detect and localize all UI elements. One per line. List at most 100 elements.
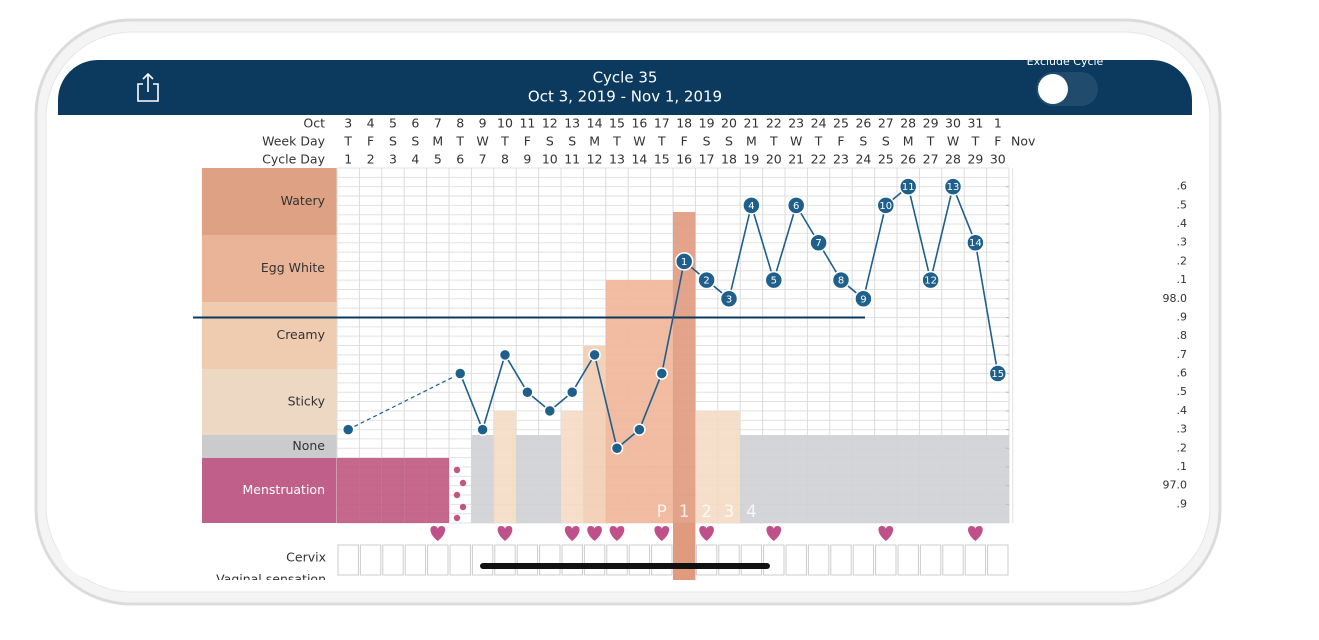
- date-label: 10: [497, 116, 513, 131]
- cervix-cell: [583, 544, 606, 576]
- point-label: 14: [969, 238, 982, 249]
- cervix-cell: [740, 544, 763, 576]
- cycle-day-label: 11: [564, 152, 580, 167]
- peak-label: P: [657, 502, 667, 522]
- cycle-day-label: 24: [855, 152, 871, 167]
- mucus-label: Menstruation: [243, 482, 325, 497]
- cervix-cell: [875, 544, 897, 576]
- mucus-label: Sticky: [288, 394, 326, 409]
- cervix-cell: [561, 544, 583, 576]
- mucus-band: [202, 458, 337, 523]
- cervix-cell: [539, 544, 561, 576]
- cycle-dates: Oct 3, 2019 - Nov 1, 2019: [528, 88, 722, 106]
- mucus-bar: [493, 411, 517, 523]
- date-label: 26: [855, 116, 871, 131]
- weekday-label: T: [926, 134, 935, 149]
- cycle-day-label: 9: [523, 152, 531, 167]
- y-tick-label: .6: [1177, 367, 1188, 380]
- temperature-point: [742, 196, 761, 215]
- cycle-day-label: 4: [411, 152, 419, 167]
- y-tick-label: .2: [1177, 441, 1188, 454]
- mucus-label: Watery: [281, 193, 326, 208]
- mucus-bar: [426, 458, 449, 523]
- date-label: 7: [434, 116, 442, 131]
- weekday-label: S: [725, 134, 733, 149]
- cycle-day-label: 5: [434, 152, 442, 167]
- intercourse-heart: [878, 526, 894, 541]
- cervix-cell: [695, 544, 718, 576]
- mucus-bar: [941, 435, 965, 523]
- temperature-point: [719, 289, 739, 309]
- point-label: 10: [879, 201, 892, 212]
- cycle-day-label: 2: [367, 152, 375, 167]
- cycle-day-label: 1: [344, 152, 352, 167]
- y-tick-label: .9: [1177, 497, 1188, 510]
- cycle-title: Cycle 35: [593, 69, 658, 87]
- weekday-label: T: [769, 134, 778, 149]
- intercourse-heart: [766, 526, 782, 541]
- intercourse-heart: [564, 526, 580, 541]
- intercourse-heart: [497, 526, 513, 541]
- toggle-knob: [1038, 74, 1068, 104]
- mucus-band: [202, 168, 337, 235]
- mucus-bar: [516, 435, 539, 523]
- mucus-bar: [785, 435, 808, 523]
- mucus-bar: [359, 458, 382, 523]
- cycle-day-label: 29: [967, 152, 983, 167]
- mucus-bar: [852, 435, 875, 523]
- date-label: 3: [344, 116, 352, 131]
- point-label: 5: [771, 276, 777, 287]
- point-label: 8: [838, 276, 844, 287]
- y-tick-label: .9: [1177, 310, 1188, 323]
- spotting-dot: [453, 491, 461, 499]
- temperature-point: [988, 364, 1008, 383]
- temperature-point: [764, 270, 784, 290]
- cervix-cell: [382, 544, 404, 576]
- weekday-label: S: [546, 134, 554, 149]
- point-label: 1: [681, 257, 687, 268]
- cycle-day-label: 21: [788, 152, 804, 167]
- weekday-label: M: [589, 134, 600, 149]
- cervix-cell: [852, 544, 875, 576]
- cervix-cell: [404, 544, 427, 576]
- temperature-point: [966, 233, 985, 252]
- share-button[interactable]: [137, 72, 159, 102]
- spotting-dot: [459, 503, 467, 511]
- date-label: 9: [479, 116, 487, 131]
- date-label: 21: [743, 116, 759, 131]
- mucus-band: [202, 435, 337, 458]
- mucus-bar: [986, 435, 1009, 523]
- y-tick-label: .6: [1177, 180, 1188, 193]
- y-tick-label: .1: [1177, 273, 1188, 286]
- temperature-point: [588, 348, 601, 362]
- y-tick-label: .7: [1177, 348, 1188, 361]
- date-label: 13: [564, 116, 580, 131]
- date-label: 6: [411, 116, 419, 131]
- cervix-cell: [337, 544, 359, 576]
- weekday-label: S: [882, 134, 890, 149]
- date-label: 4: [367, 116, 375, 131]
- y-tick-label: .3: [1177, 236, 1188, 249]
- mucus-label: Creamy: [276, 327, 325, 342]
- mucus-bar: [337, 458, 360, 523]
- date-label: 8: [456, 116, 464, 131]
- date-label: 24: [811, 116, 827, 131]
- intercourse-heart: [968, 526, 983, 541]
- temperature-point: [543, 404, 557, 418]
- cycle-day-label: 12: [587, 152, 603, 167]
- y-tick-label: .5: [1177, 198, 1188, 211]
- cycle-day-label: 8: [501, 152, 509, 167]
- temperature-point: [674, 252, 694, 271]
- cervix-cell: [964, 544, 987, 576]
- weekday-label: S: [703, 134, 711, 149]
- date-label: 29: [923, 116, 939, 131]
- cycle-day-label: 16: [676, 152, 692, 167]
- cervix-cell: [494, 544, 516, 576]
- date-label: 19: [699, 116, 715, 131]
- date-label: 27: [878, 116, 894, 131]
- weekday-label: S: [411, 134, 419, 149]
- mucus-bar: [740, 435, 763, 523]
- weekday-label: F: [524, 134, 531, 149]
- peak-column-tail: [673, 523, 696, 580]
